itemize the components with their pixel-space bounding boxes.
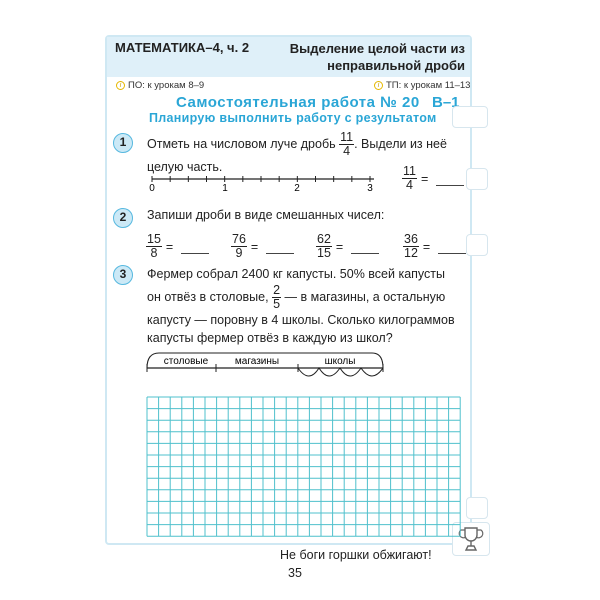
denominator: 5: [273, 296, 281, 311]
diagram-label-schools: школы: [325, 356, 356, 367]
topic-title: Выделение целой части из неправильной дро…: [290, 40, 465, 74]
axis-label: 3: [367, 183, 373, 194]
numerator: 11: [402, 164, 417, 179]
fraction: 11 4: [402, 165, 417, 192]
numerator: 15: [146, 232, 162, 247]
denominator: 4: [406, 178, 413, 192]
fraction: 15 8: [146, 233, 162, 260]
task-3-number: 3: [113, 265, 133, 285]
task-3-text: Фермер собрал 2400 кг капусты. 50% всей …: [147, 265, 465, 348]
proverb: Не боги горшки обжигают!: [280, 548, 432, 562]
task-1-text: Отметь на числовом луче дробь 11 4. Выдел…: [147, 131, 462, 176]
trophy-box: [452, 522, 490, 556]
answer-blank[interactable]: [266, 240, 295, 254]
task-3-line: капусты фермер отвёз в каждую из школ?: [147, 331, 393, 345]
info-icon: i: [374, 80, 383, 90]
equals-sign: =: [420, 171, 429, 186]
numerator: 36: [403, 232, 419, 247]
task-1-answer: 11 4 =: [402, 165, 465, 192]
tp-ref-text: ТП: к урокам 11–13: [386, 80, 471, 91]
answer-grid[interactable]: [146, 396, 462, 538]
answer-blank[interactable]: [351, 240, 380, 254]
trophy-icon: [458, 527, 484, 551]
equals-sign: =: [250, 239, 259, 254]
denominator: 15: [317, 246, 331, 260]
axis-label: 1: [222, 183, 228, 194]
fraction-item: 36 12 =: [403, 233, 467, 260]
denominator: 9: [235, 246, 243, 260]
task-1-text-b: . Выдели из неё: [354, 136, 447, 151]
task-3-line: Фермер собрал 2400 кг капусты. 50% всей …: [147, 267, 445, 281]
plan-result-box[interactable]: [452, 106, 488, 128]
axis-label: 2: [294, 183, 300, 194]
numerator: 76: [231, 232, 247, 247]
task-3-line: капусту — поровну в 4 школы. Сколько кил…: [147, 312, 455, 327]
page-frame: [105, 35, 472, 545]
equals-sign: =: [422, 239, 431, 254]
task-3-text-a: он отвёз в столовые,: [147, 289, 269, 304]
po-ref: i ПО: к урокам 8–9: [116, 80, 204, 91]
task-1-number: 1: [113, 133, 133, 153]
score-box-3[interactable]: [466, 497, 488, 519]
fraction: 11 4: [339, 130, 355, 158]
topic-line-1: Выделение целой части из: [289, 41, 465, 56]
denominator: 8: [150, 246, 158, 260]
subject-title: МАТЕМАТИКА–4, ч. 2: [115, 40, 250, 55]
task-1-text-c: целую часть.: [147, 160, 223, 174]
task-2-number: 2: [113, 208, 133, 228]
plan-text: Планирую выполнить работу с результатом: [149, 111, 437, 125]
fraction-item: 15 8 =: [146, 233, 210, 260]
segment-diagram: столовые магазины школы: [146, 352, 384, 377]
score-box-2[interactable]: [466, 234, 488, 256]
task-1-text-a: Отметь на числовом луче дробь: [147, 136, 336, 151]
axis-label: 0: [149, 183, 155, 194]
answer-blank[interactable]: [438, 240, 467, 254]
page-number: 35: [288, 566, 302, 580]
equals-sign: =: [335, 239, 344, 254]
numerator: 11: [339, 130, 355, 145]
answer-blank[interactable]: [181, 240, 210, 254]
score-box-1[interactable]: [466, 168, 488, 190]
denominator: 4: [343, 144, 351, 158]
number-line: 0 1 2 3: [149, 176, 374, 194]
tp-ref: i ТП: к урокам 11–13: [374, 80, 470, 91]
task-2-text: Запиши дроби в виде смешанных чисел:: [147, 208, 385, 222]
fraction: 62 15: [316, 233, 332, 260]
work-title: Самостоятельная работа № 20: [176, 94, 420, 111]
topic-line-2: неправильной дроби: [327, 58, 465, 73]
fraction-item: 76 9 =: [231, 233, 295, 260]
task-3-text-b: — в магазины, а остальную: [284, 289, 446, 304]
fraction-item: 62 15 =: [316, 233, 380, 260]
numerator: 2: [272, 282, 282, 298]
header-band: [107, 37, 470, 77]
diagram-label-canteens: столовые: [164, 356, 209, 367]
po-ref-text: ПО: к урокам 8–9: [128, 80, 205, 91]
denominator: 12: [404, 246, 418, 260]
answer-blank[interactable]: [436, 172, 465, 186]
diagram-label-shops: магазины: [235, 356, 279, 367]
numerator: 62: [316, 232, 332, 247]
info-icon: i: [116, 80, 125, 90]
fraction: 36 12: [403, 233, 419, 260]
equals-sign: =: [165, 239, 174, 254]
fraction: 76 9: [231, 233, 247, 260]
